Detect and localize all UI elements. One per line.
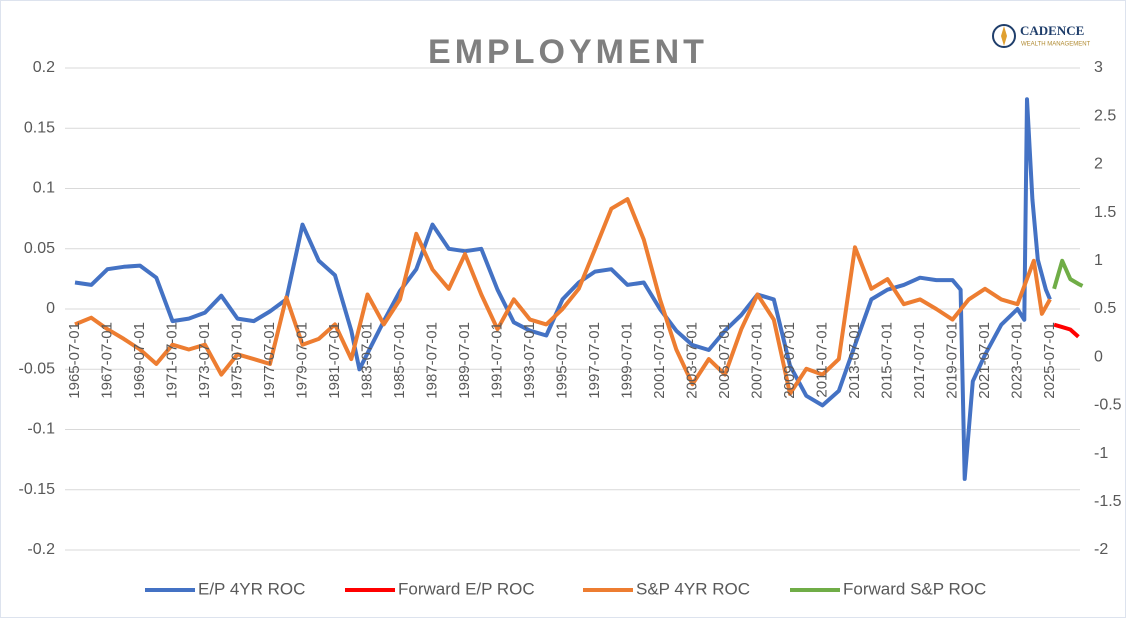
y2-tick-label: 0.5 xyxy=(1094,300,1116,317)
x-tick-label: 1999-07-01 xyxy=(618,322,635,399)
x-tick-label: 1971-07-01 xyxy=(163,322,180,399)
x-tick-label: 1987-07-01 xyxy=(423,322,440,399)
x-tick-label: 1983-07-01 xyxy=(358,322,375,399)
y2-tick-label: -2 xyxy=(1094,541,1108,558)
series-line xyxy=(74,97,1052,481)
y-tick-label: 0.2 xyxy=(33,59,55,76)
y2-tick-label: 3 xyxy=(1094,59,1103,76)
x-tick-label: 2015-07-01 xyxy=(878,322,895,399)
x-tick-label: 2023-07-01 xyxy=(1008,322,1025,399)
x-tick-label: 1973-07-01 xyxy=(196,322,213,399)
series-line xyxy=(1053,322,1080,339)
x-tick-label: 2009-07-01 xyxy=(781,322,798,399)
series-line xyxy=(1052,258,1084,290)
x-tick-label: 1975-07-01 xyxy=(228,322,245,399)
y-tick-label: -0.2 xyxy=(27,541,55,558)
x-tick-label: 1965-07-01 xyxy=(66,322,83,399)
y2-tick-label: -1.5 xyxy=(1094,493,1122,510)
x-tick-label: 2021-07-01 xyxy=(976,322,993,399)
legend-label: E/P 4YR ROC xyxy=(198,579,305,598)
chart-title: EMPLOYMENT xyxy=(428,33,708,71)
legend-label: S&P 4YR ROC xyxy=(636,579,750,598)
y2-tick-label: 0 xyxy=(1094,348,1103,365)
x-tick-label: 2011-07-01 xyxy=(813,322,830,398)
x-tick-label: 2025-07-01 xyxy=(1041,322,1058,399)
y-tick-label: -0.15 xyxy=(19,481,56,498)
legend-label: Forward S&P ROC xyxy=(843,579,986,598)
x-tick-label: 1977-07-01 xyxy=(261,322,278,399)
x-tick-label: 1989-07-01 xyxy=(456,322,473,399)
x-tick-label: 1985-07-01 xyxy=(391,322,408,399)
x-tick-label: 1995-07-01 xyxy=(553,322,570,399)
x-tick-label: 2019-07-01 xyxy=(943,322,960,399)
x-tick-label: 2007-07-01 xyxy=(748,322,765,399)
y2-tick-label: 2.5 xyxy=(1094,107,1116,124)
logo-icon xyxy=(1001,26,1007,46)
y2-tick-label: 2 xyxy=(1094,156,1103,173)
y2-tick-label: 1 xyxy=(1094,252,1103,269)
logo-name: CADENCE xyxy=(1020,23,1084,38)
x-tick-label: 1967-07-01 xyxy=(98,322,115,399)
x-tick-label: 1979-07-01 xyxy=(293,322,310,399)
x-tick-label: 2005-07-01 xyxy=(716,322,733,399)
x-tick-label: 2003-07-01 xyxy=(683,322,700,399)
y2-tick-label: 1.5 xyxy=(1094,204,1116,221)
y-tick-label: -0.1 xyxy=(27,421,55,438)
y2-tick-label: -0.5 xyxy=(1094,397,1122,414)
y-tick-label: 0.05 xyxy=(24,240,55,257)
x-tick-label: 1981-07-01 xyxy=(326,322,343,399)
x-tick-label: 2001-07-01 xyxy=(651,322,668,399)
x-tick-label: 1997-07-01 xyxy=(586,322,603,399)
logo-tagline: WEALTH MANAGEMENT xyxy=(1021,42,1091,48)
y-tick-label: 0 xyxy=(46,300,55,317)
x-tick-label: 1993-07-01 xyxy=(521,322,538,399)
y-tick-label: 0.1 xyxy=(33,180,55,197)
y-tick-label: -0.05 xyxy=(19,360,56,377)
y-tick-label: 0.15 xyxy=(24,119,55,136)
x-tick-label: 1991-07-01 xyxy=(488,322,505,399)
legend-label: Forward E/P ROC xyxy=(398,579,535,598)
y2-tick-label: -1 xyxy=(1094,445,1108,462)
series-line xyxy=(74,197,1052,396)
logo: CADENCE WEALTH MANAGEMENT xyxy=(992,23,1091,48)
x-tick-label: 2017-07-01 xyxy=(911,322,928,399)
x-tick-label: 1969-07-01 xyxy=(131,322,148,399)
x-tick-label: 2013-07-01 xyxy=(846,322,863,399)
